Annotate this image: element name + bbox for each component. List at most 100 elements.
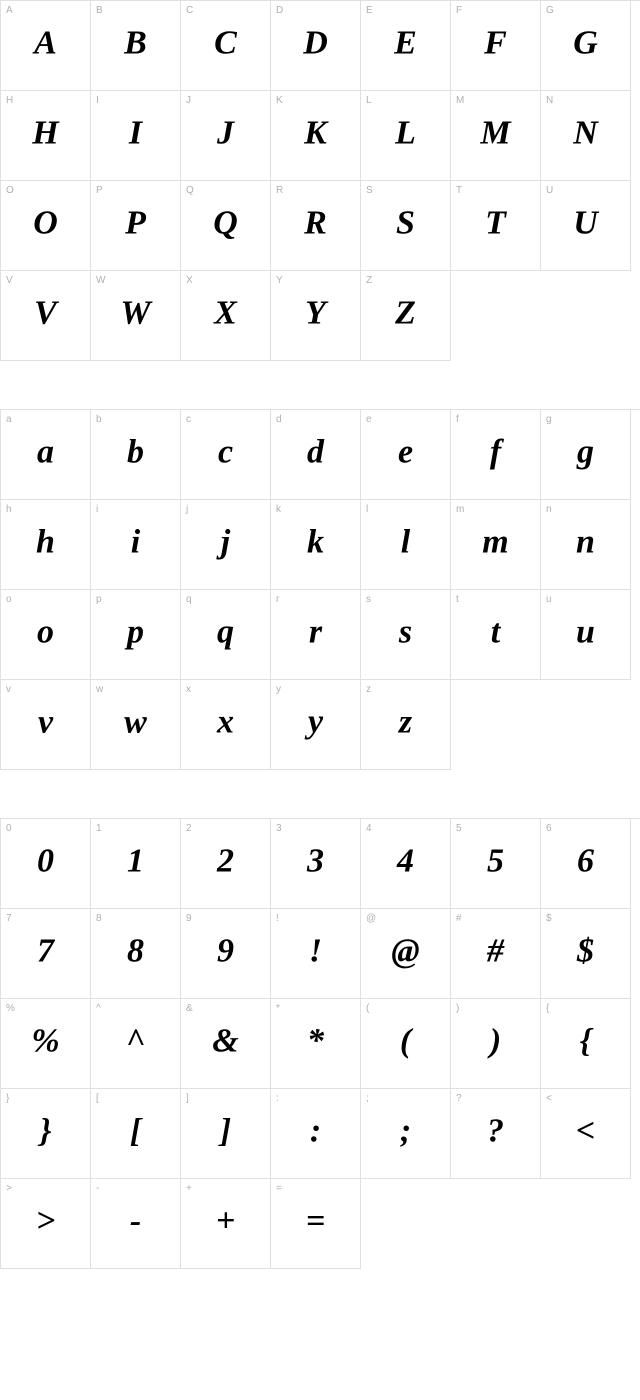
char-cell: :: xyxy=(271,1089,361,1179)
cell-label: ; xyxy=(366,1093,369,1104)
char-cell: ss xyxy=(361,590,451,680)
cell-label: Y xyxy=(276,275,283,286)
char-cell: GG xyxy=(541,1,631,91)
cell-label: P xyxy=(96,185,103,196)
cell-label: p xyxy=(96,594,102,605)
cell-label: * xyxy=(276,1003,280,1014)
cell-glyph: ! xyxy=(309,934,322,968)
cell-glyph: P xyxy=(125,206,146,240)
cell-label: g xyxy=(546,414,552,425)
cell-label: L xyxy=(366,95,372,106)
char-cell: ;; xyxy=(361,1089,451,1179)
char-cell: YY xyxy=(271,271,361,361)
char-cell: @@ xyxy=(361,909,451,999)
char-cell: ll xyxy=(361,500,451,590)
char-cell: {{ xyxy=(541,999,631,1089)
cell-glyph: y xyxy=(308,705,323,739)
cell-glyph: 1 xyxy=(127,844,144,878)
cell-glyph: w xyxy=(124,705,147,739)
cell-glyph: 5 xyxy=(487,844,504,878)
char-cell: ff xyxy=(451,410,541,500)
cell-label: M xyxy=(456,95,464,106)
cell-label: j xyxy=(186,504,188,515)
cell-glyph: q xyxy=(217,615,234,649)
cell-label: y xyxy=(276,684,281,695)
char-cell: OO xyxy=(1,181,91,271)
cell-label: ] xyxy=(186,1093,189,1104)
char-cell: ?? xyxy=(451,1089,541,1179)
char-cell: ]] xyxy=(181,1089,271,1179)
cell-glyph: W xyxy=(120,296,150,330)
cell-label: t xyxy=(456,594,459,605)
char-cell: ww xyxy=(91,680,181,770)
char-cell: KK xyxy=(271,91,361,181)
char-cell: (( xyxy=(361,999,451,1089)
cell-glyph: N xyxy=(573,116,598,150)
char-cell: BB xyxy=(91,1,181,91)
char-cell: vv xyxy=(1,680,91,770)
char-cell: mm xyxy=(451,500,541,590)
cell-label: # xyxy=(456,913,462,924)
char-cell: 22 xyxy=(181,819,271,909)
char-cell: SS xyxy=(361,181,451,271)
char-cell: dd xyxy=(271,410,361,500)
cell-label: X xyxy=(186,275,193,286)
char-cell: == xyxy=(271,1179,361,1269)
cell-label: z xyxy=(366,684,371,695)
char-cell: -- xyxy=(91,1179,181,1269)
char-cell: 99 xyxy=(181,909,271,999)
section-numbers-symbols: 00112233445566778899!!@@##$$%%^^&&**(())… xyxy=(0,818,640,1269)
cell-label: I xyxy=(96,95,99,106)
cell-glyph: = xyxy=(306,1204,325,1238)
cell-label: + xyxy=(186,1183,192,1194)
cell-glyph: S xyxy=(396,206,415,240)
empty-cell xyxy=(541,680,631,770)
cell-glyph: + xyxy=(216,1204,235,1238)
cell-label: E xyxy=(366,5,373,16)
cell-glyph: v xyxy=(38,705,53,739)
cell-glyph: Z xyxy=(395,296,416,330)
cell-label: 2 xyxy=(186,823,192,834)
cell-label: u xyxy=(546,594,552,605)
char-cell: nn xyxy=(541,500,631,590)
cell-glyph: o xyxy=(37,615,54,649)
cell-glyph: d xyxy=(307,435,324,469)
cell-glyph: I xyxy=(129,116,142,150)
cell-glyph: t xyxy=(491,615,500,649)
cell-label: B xyxy=(96,5,103,16)
cell-glyph: l xyxy=(401,525,410,559)
char-cell: xx xyxy=(181,680,271,770)
char-cell: FF xyxy=(451,1,541,91)
cell-glyph: ( xyxy=(400,1024,411,1058)
cell-glyph: $ xyxy=(577,934,594,968)
cell-glyph: L xyxy=(395,116,416,150)
cell-glyph: Y xyxy=(305,296,326,330)
char-cell: AA xyxy=(1,1,91,91)
cell-label: Z xyxy=(366,275,372,286)
char-cell: NN xyxy=(541,91,631,181)
char-cell: XX xyxy=(181,271,271,361)
cell-label: J xyxy=(186,95,191,106)
cell-glyph: n xyxy=(576,525,595,559)
char-cell: TT xyxy=(451,181,541,271)
cell-label: = xyxy=(276,1183,282,1194)
cell-glyph: - xyxy=(130,1204,141,1238)
character-grid: AABBCCDDEEFFGGHHIIJJKKLLMMNNOOPPQQRRSSTT… xyxy=(0,0,640,361)
cell-label: 0 xyxy=(6,823,12,834)
cell-glyph: s xyxy=(399,615,412,649)
cell-label: V xyxy=(6,275,13,286)
cell-glyph: B xyxy=(124,26,147,60)
cell-glyph: 3 xyxy=(307,844,324,878)
char-cell: PP xyxy=(91,181,181,271)
cell-label: ) xyxy=(456,1003,459,1014)
cell-label: 3 xyxy=(276,823,282,834)
cell-glyph: 0 xyxy=(37,844,54,878)
cell-glyph: K xyxy=(304,116,327,150)
empty-cell xyxy=(451,1179,541,1269)
cell-label: % xyxy=(6,1003,15,1014)
char-cell: uu xyxy=(541,590,631,680)
char-cell: oo xyxy=(1,590,91,680)
cell-label: n xyxy=(546,504,552,515)
cell-label: H xyxy=(6,95,13,106)
char-cell: ZZ xyxy=(361,271,451,361)
